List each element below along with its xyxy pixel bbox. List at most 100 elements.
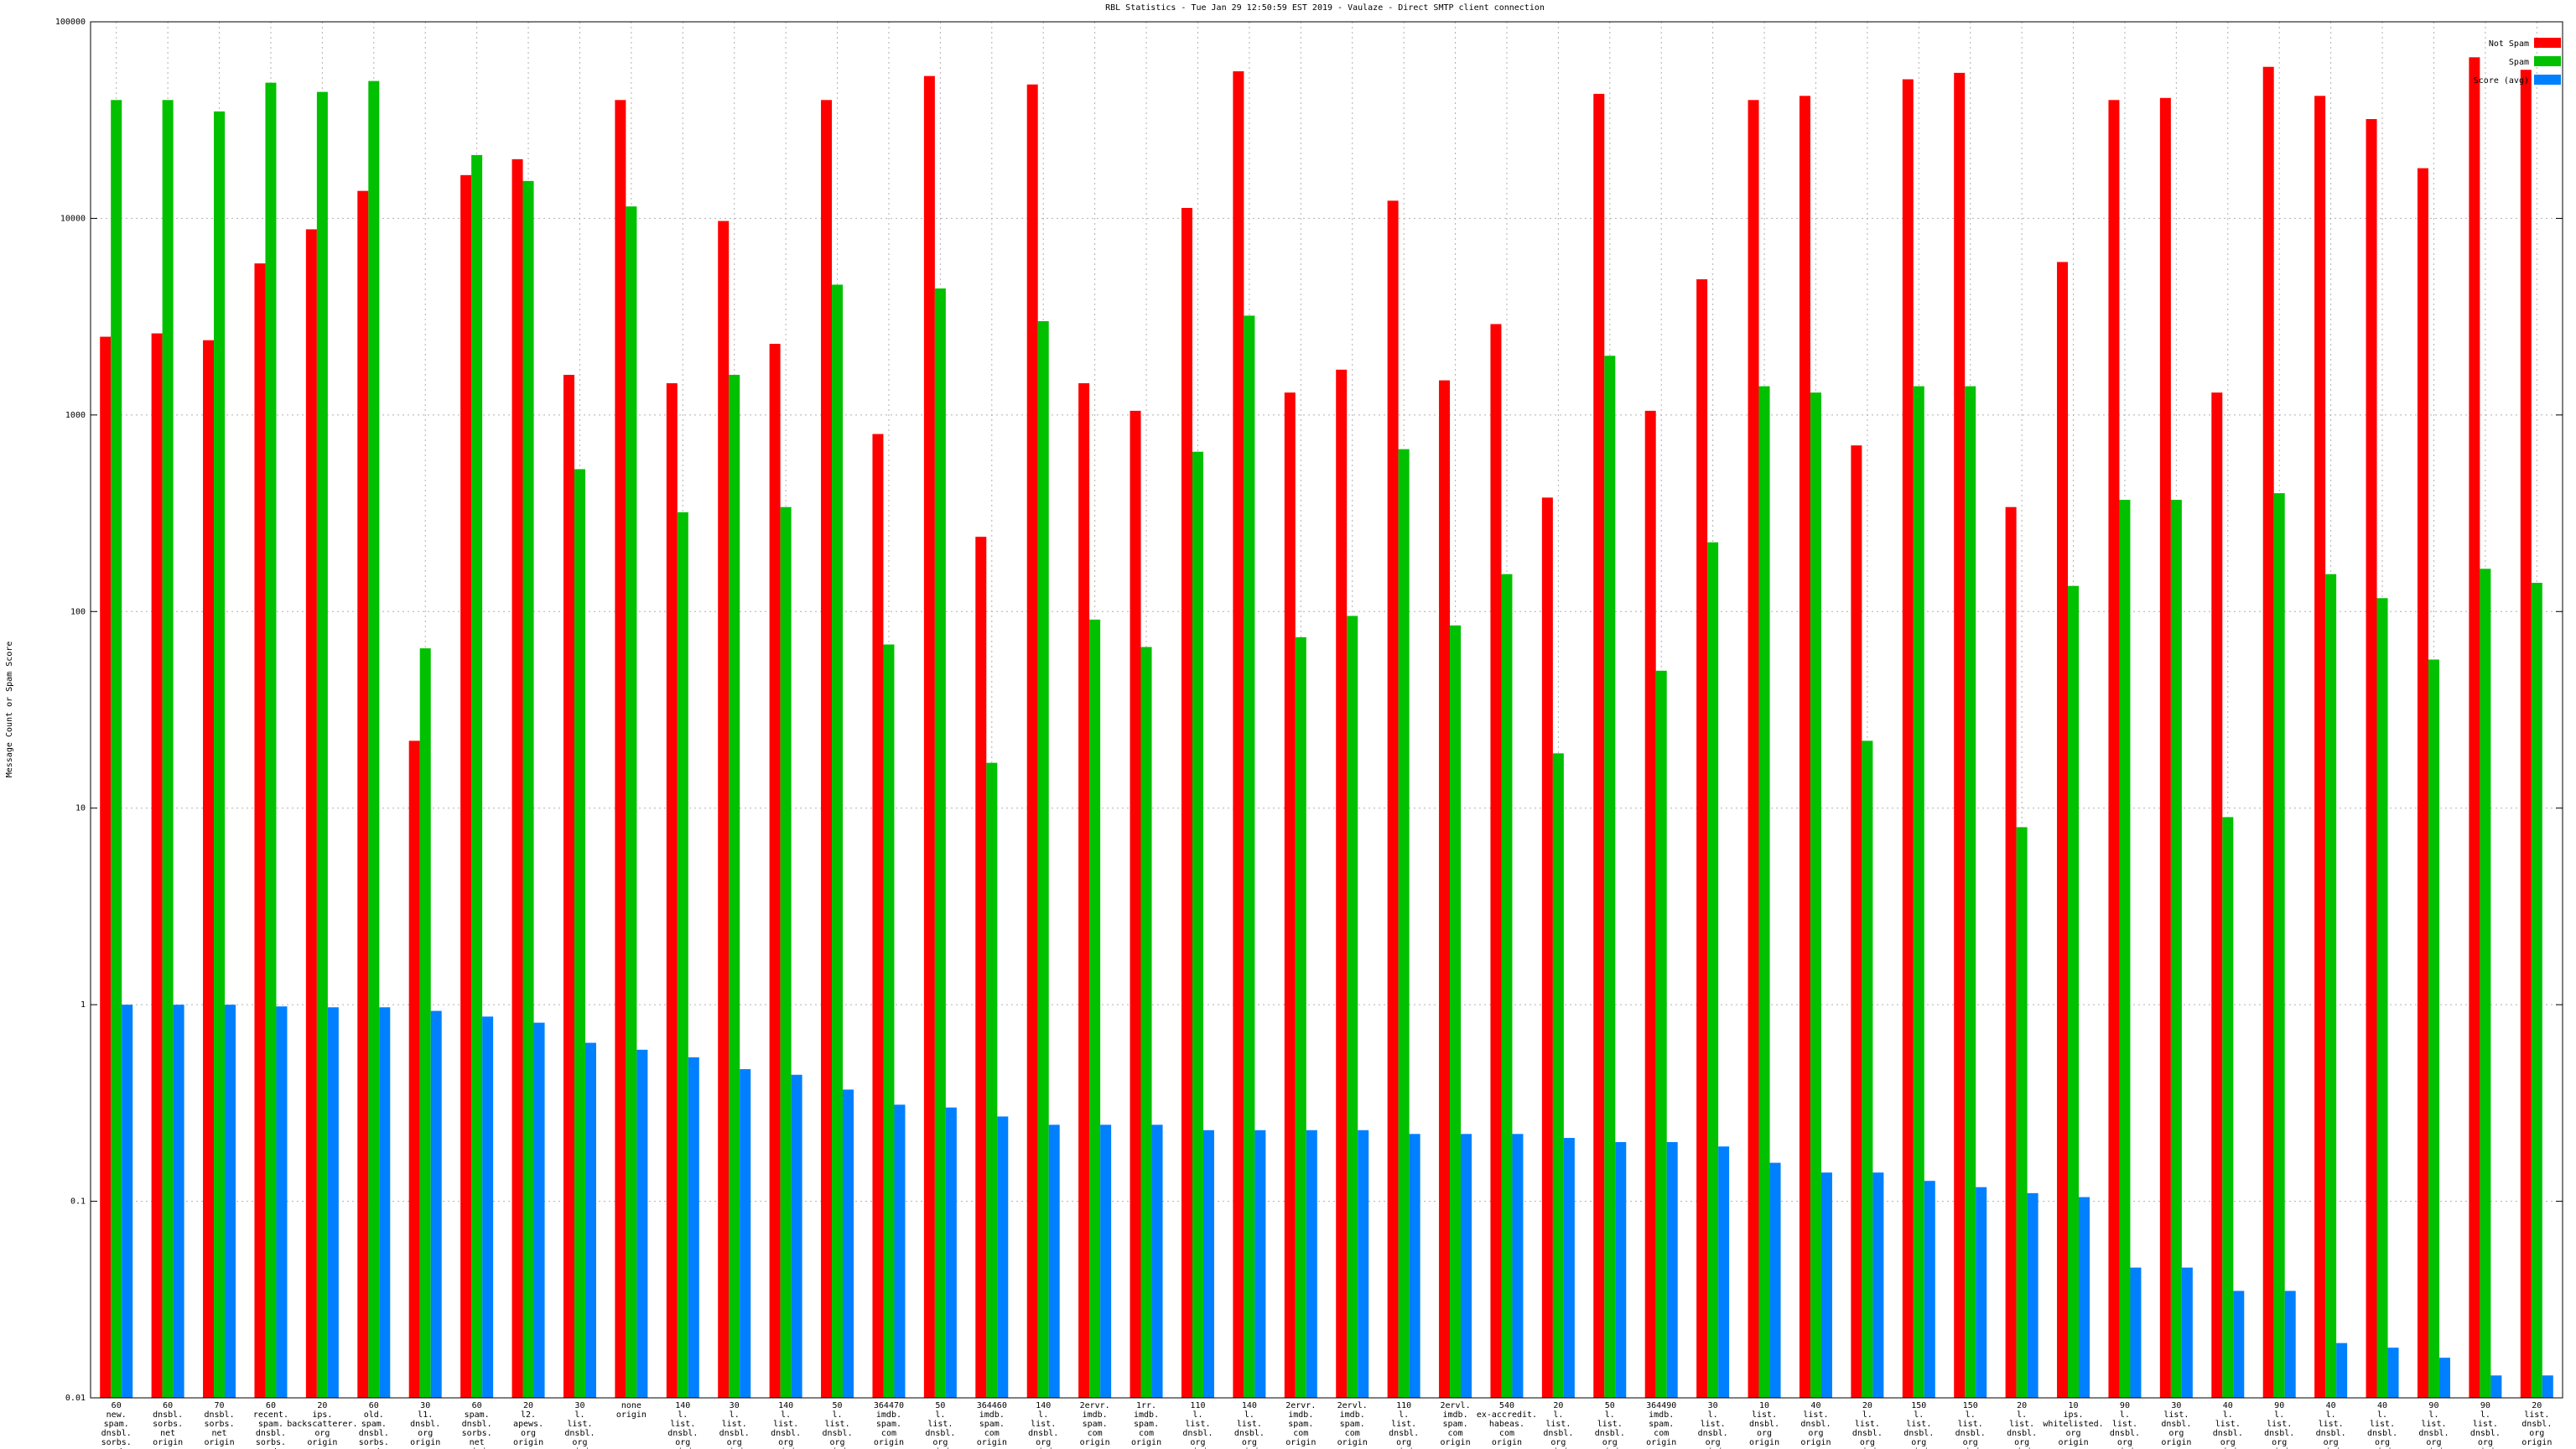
x-tick-line: l. xyxy=(1966,1410,1976,1420)
x-tick-line: list. xyxy=(1906,1420,1931,1429)
x-tick-line: dnsbl. xyxy=(359,1429,389,1438)
x-tick-label: 60 dnsbl. sorbs. net origin xyxy=(153,1401,183,1447)
x-tick-line: spam. xyxy=(465,1410,490,1420)
x-tick-line: org xyxy=(1550,1438,1566,1447)
bar xyxy=(2130,1267,2142,1398)
x-tick-line: list. xyxy=(567,1420,592,1429)
x-tick-line: 40 xyxy=(2326,1401,2336,1410)
bar xyxy=(111,100,122,1399)
y-tick-label: 100 xyxy=(70,607,86,616)
x-tick-line: origin xyxy=(1028,1447,1058,1449)
x-tick-line: dnsbl. xyxy=(2418,1429,2449,1438)
bar xyxy=(1593,93,1605,1399)
chart-title: RBL Statistics - Tue Jan 29 12:50:59 EST… xyxy=(1105,3,1545,13)
x-tick-line: 30 xyxy=(1708,1401,1718,1410)
x-tick-line: 40 xyxy=(2377,1401,2387,1410)
x-tick-line: org xyxy=(521,1429,536,1438)
x-tick-line: net xyxy=(470,1438,485,1447)
bar xyxy=(162,100,174,1399)
y-tick-label: 10000 xyxy=(60,214,86,223)
x-tick-line: imdb. xyxy=(1649,1410,1674,1420)
x-tick-line: org xyxy=(778,1438,793,1447)
bar xyxy=(2428,659,2439,1398)
x-tick-line: l. xyxy=(2326,1410,2336,1420)
bar xyxy=(2233,1291,2245,1398)
x-tick-line: list. xyxy=(1545,1420,1571,1429)
x-tick-line: dnsbl. xyxy=(153,1410,183,1420)
x-tick-line: origin xyxy=(1080,1438,1110,1447)
x-tick-line: sorbs. xyxy=(204,1420,234,1429)
x-tick-line: 20 xyxy=(2532,1401,2542,1410)
x-tick-line: dnsbl. xyxy=(204,1410,234,1420)
x-tick-line: 110 xyxy=(1190,1401,1205,1410)
x-tick-line: 90 xyxy=(2428,1401,2438,1410)
x-tick-line: spam. xyxy=(258,1420,283,1429)
bar xyxy=(1461,1134,1472,1398)
x-tick-line: org xyxy=(675,1438,690,1447)
bar xyxy=(1192,451,1203,1398)
x-tick-line: dnsbl. xyxy=(822,1429,852,1438)
x-tick-line: dnsbl. xyxy=(771,1429,801,1438)
x-tick-line: l. xyxy=(574,1410,584,1420)
x-tick-line: ips. xyxy=(312,1410,332,1420)
x-tick-line: l. xyxy=(1862,1410,1872,1420)
x-tick-label: 540 ex-accredit. habeas. com origin xyxy=(1477,1401,1537,1447)
x-tick-line: spam. xyxy=(1649,1420,1674,1429)
x-tick-line: 2ervr. xyxy=(1285,1401,1316,1410)
bar xyxy=(997,1116,1009,1398)
x-tick-line: list. xyxy=(824,1420,849,1429)
x-tick-line: spam. xyxy=(1083,1420,1108,1429)
bar xyxy=(1398,449,1410,1399)
x-tick-line: 60 xyxy=(472,1401,482,1410)
bar xyxy=(2336,1343,2348,1398)
x-tick-line: org xyxy=(2426,1438,2441,1447)
x-tick-label: 20 list. dnsbl. org origin xyxy=(2521,1401,2552,1447)
bar xyxy=(2068,585,2080,1398)
bar xyxy=(1100,1124,1112,1398)
x-tick-line: dnsbl. xyxy=(2264,1429,2294,1438)
x-tick-line: dnsbl. xyxy=(1389,1429,1419,1438)
x-tick-line: list. xyxy=(1701,1420,1726,1429)
x-tick-line: com xyxy=(1139,1429,1154,1438)
bar xyxy=(1851,445,1862,1398)
x-tick-line: origin xyxy=(1543,1447,1573,1449)
x-tick-line: dnsbl. xyxy=(410,1420,440,1429)
x-tick-line: l. xyxy=(1553,1410,1563,1420)
x-tick-line: org xyxy=(2117,1438,2132,1447)
bar xyxy=(2520,70,2532,1399)
x-tick-line: origin xyxy=(1800,1438,1831,1447)
x-tick-line: list. xyxy=(1185,1420,1210,1429)
bar xyxy=(1347,615,1358,1398)
bar xyxy=(1295,636,1306,1398)
x-tick-line: dnsbl. xyxy=(1749,1420,1779,1429)
y-tick-label: 0.1 xyxy=(70,1197,86,1207)
x-tick-line: org xyxy=(2272,1438,2287,1447)
x-tick-line: ips. xyxy=(2063,1410,2083,1420)
x-tick-line: org xyxy=(314,1429,330,1438)
x-tick-line: sorbs. xyxy=(153,1420,183,1429)
bar xyxy=(2057,262,2069,1398)
x-tick-line: 40 xyxy=(1810,1401,1820,1410)
bar xyxy=(379,1007,391,1398)
x-tick-line: spam. xyxy=(876,1420,901,1429)
bar xyxy=(1358,1130,1369,1398)
x-tick-line: l2. xyxy=(521,1410,536,1420)
x-tick-line: spam. xyxy=(1288,1420,1313,1429)
x-tick-line: com xyxy=(881,1429,896,1438)
bar xyxy=(1409,1134,1420,1398)
x-tick-line: ex-accredit. xyxy=(1477,1410,1537,1420)
x-tick-line: dnsbl. xyxy=(2367,1429,2397,1438)
x-tick-line: org xyxy=(1242,1438,1257,1447)
x-tick-line: 364470 xyxy=(874,1401,904,1410)
x-tick-line: spam. xyxy=(1340,1420,1365,1429)
x-tick-line: spam. xyxy=(1442,1420,1467,1429)
x-tick-line: 50 xyxy=(1605,1401,1615,1410)
x-tick-line: org xyxy=(1190,1438,1205,1447)
bar xyxy=(584,1042,596,1398)
